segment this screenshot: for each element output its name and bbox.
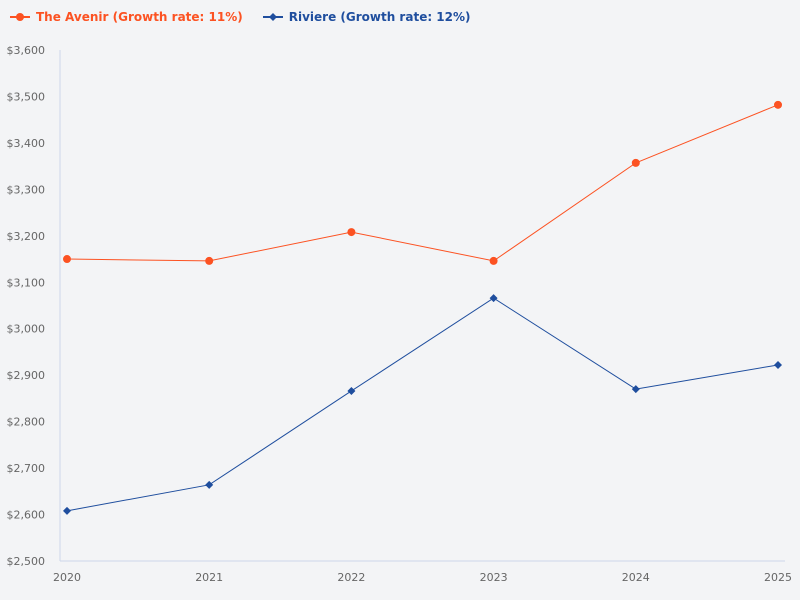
series-line	[66, 297, 779, 512]
y-tick-label: $3,000	[7, 323, 46, 336]
x-tick-label: 2024	[622, 571, 650, 584]
y-tick-label: $3,600	[7, 44, 46, 57]
y-tick-label: $3,100	[7, 276, 46, 289]
data-point	[631, 385, 640, 394]
data-point	[205, 480, 214, 489]
circle-marker-icon	[10, 13, 30, 21]
legend-label: Riviere (Growth rate: 12%)	[288, 10, 471, 24]
x-tick-label: 2025	[764, 571, 792, 584]
data-point	[774, 360, 782, 369]
y-tick-label: $2,600	[7, 509, 46, 522]
y-tick-label: $3,500	[7, 90, 46, 103]
data-point	[347, 386, 356, 395]
data-point	[347, 228, 356, 237]
y-tick-label: $2,900	[7, 369, 46, 382]
legend-item-avenir[interactable]: The Avenir (Growth rate: 11%)	[10, 10, 243, 24]
x-tick-label: 2022	[337, 571, 365, 584]
diamond-marker-icon	[262, 13, 283, 21]
data-point	[631, 158, 640, 167]
legend-label: The Avenir (Growth rate: 11%)	[36, 10, 243, 24]
y-tick-label: $2,700	[7, 462, 46, 475]
legend: The Avenir (Growth rate: 11%) Riviere (G…	[10, 10, 471, 24]
y-tick-label: $2,500	[7, 555, 46, 568]
data-point	[774, 100, 782, 109]
y-tick-label: $3,300	[7, 183, 46, 196]
y-tick-label: $3,200	[7, 230, 46, 243]
data-point	[63, 255, 71, 264]
x-tick-label: 2023	[480, 571, 508, 584]
data-point	[489, 294, 498, 303]
data-point	[205, 256, 214, 265]
x-tick-label: 2020	[53, 571, 81, 584]
x-tick-label: 2021	[195, 571, 223, 584]
data-point	[489, 256, 498, 265]
y-tick-label: $2,800	[7, 416, 46, 429]
series-line	[66, 104, 779, 262]
y-tick-label: $3,400	[7, 137, 46, 150]
data-point	[63, 506, 71, 515]
legend-item-riviere[interactable]: Riviere (Growth rate: 12%)	[262, 10, 471, 24]
